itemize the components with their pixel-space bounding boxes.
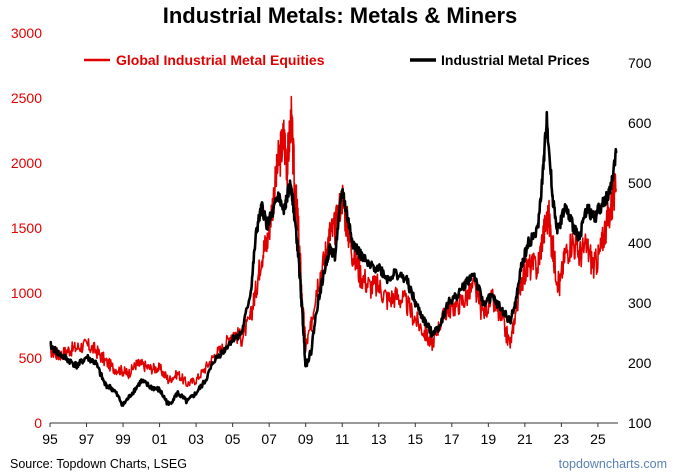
tick-labels: 0 500 1000 1500 2000 2500 3000 100 200 300 400 500 6… [11, 25, 652, 447]
y-right-tick-label: 200 [628, 355, 652, 371]
x-tick-label: 99 [115, 431, 131, 447]
y-left-tick-label: 500 [19, 350, 43, 366]
y-left-tick-label: 0 [34, 415, 42, 431]
y-right-tick-label: 600 [628, 115, 652, 131]
x-tick-label: 09 [298, 431, 314, 447]
x-tick-label: 23 [554, 431, 570, 447]
y-right-tick-label: 700 [628, 55, 652, 71]
series-line-equities [49, 95, 617, 388]
y-left-tick-label: 2000 [11, 155, 42, 171]
y-left-tick-label: 2500 [11, 90, 42, 106]
y-left-tick-label: 3000 [11, 25, 42, 41]
y-right-tick-label: 100 [628, 415, 652, 431]
plot-area [49, 95, 618, 407]
x-tick-label: 13 [371, 431, 387, 447]
source-note: Source: Topdown Charts, LSEG [10, 457, 187, 471]
y-right-tick-label: 500 [628, 175, 652, 191]
y-left-tick-label: 1000 [11, 285, 42, 301]
series-line-prices [49, 110, 618, 407]
x-tick-label: 01 [152, 431, 168, 447]
y-right-tick-label: 400 [628, 235, 652, 251]
legend-label-prices: Industrial Metal Prices [441, 52, 590, 68]
x-tick-label: 21 [517, 431, 533, 447]
y-left-tick-label: 1500 [11, 220, 42, 236]
x-tick-label: 07 [261, 431, 277, 447]
x-tick-label: 15 [407, 431, 423, 447]
x-tick-label: 03 [188, 431, 204, 447]
legend-label-equities: Global Industrial Metal Equities [116, 52, 325, 68]
chart-title: Industrial Metals: Metals & Miners [163, 3, 518, 28]
x-tick-label: 25 [590, 431, 606, 447]
x-tick-label: 19 [481, 431, 497, 447]
x-tick-label: 95 [42, 431, 58, 447]
x-tick-label: 17 [444, 431, 460, 447]
x-tick-label: 97 [79, 431, 95, 447]
x-tick-label: 11 [335, 431, 350, 447]
watermark: topdowncharts.com [559, 457, 667, 471]
x-tick-label: 05 [225, 431, 241, 447]
axes [49, 422, 618, 427]
y-right-tick-label: 300 [628, 295, 652, 311]
